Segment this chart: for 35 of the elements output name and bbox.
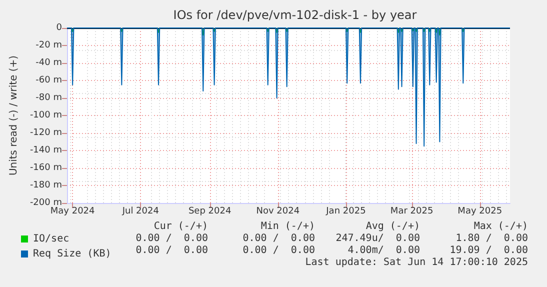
x-tick-label: Jul 2024: [121, 206, 160, 216]
legend-label: IO/sec: [33, 234, 70, 244]
text: Max (-/+): [474, 221, 528, 233]
y-tick-label: -140 m: [30, 146, 62, 156]
y-tick-label: -160 m: [30, 163, 62, 173]
text: 0.00 / 0.00: [242, 245, 315, 257]
y-tick-label: -100 m: [30, 110, 62, 120]
chart-title: IOs for /dev/pve/vm-102-disk-1 - by year: [173, 8, 417, 22]
text: Min (-/+): [260, 221, 315, 233]
x-tick-label: Jan 2025: [325, 206, 366, 216]
y-tick-label: -200 m: [30, 198, 62, 208]
text: Cur (-/+): [154, 221, 208, 233]
text: 19.09 / 0.00: [450, 245, 528, 257]
x-tick-label: Mar 2025: [390, 206, 434, 216]
y-tick-label: -120 m: [30, 128, 62, 138]
y-tick-label: -20 m: [36, 40, 62, 50]
text: 247.49u/ 0.00: [336, 233, 420, 245]
text: 1.80 / 0.00: [456, 233, 528, 245]
text: 0.00 / 0.00: [136, 245, 208, 257]
y-axis-title: Units read (-) / write (+): [8, 55, 20, 176]
legend-label: Req Size (KB): [33, 248, 112, 260]
x-tick-label: Nov 2024: [256, 206, 300, 216]
x-tick-label: May 2025: [458, 206, 502, 216]
y-tick-label: -80 m: [36, 93, 62, 103]
text: Last update: Sat Jun 14 17:00:10 2025: [305, 257, 528, 269]
y-tick-label: -60 m: [36, 76, 62, 86]
x-tick-label: May 2024: [50, 206, 96, 216]
x-tick-label: Sep 2024: [188, 206, 232, 216]
text: 0.00 / 0.00: [242, 233, 315, 245]
text: Avg (-/+): [366, 221, 420, 233]
y-tick-label: -40 m: [36, 58, 62, 68]
y-tick-label: 0: [56, 23, 62, 33]
y-tick-label: -180 m: [30, 180, 62, 190]
text: 4.00m/ 0.00: [348, 245, 420, 257]
text: 0.00 / 0.00: [136, 233, 208, 245]
